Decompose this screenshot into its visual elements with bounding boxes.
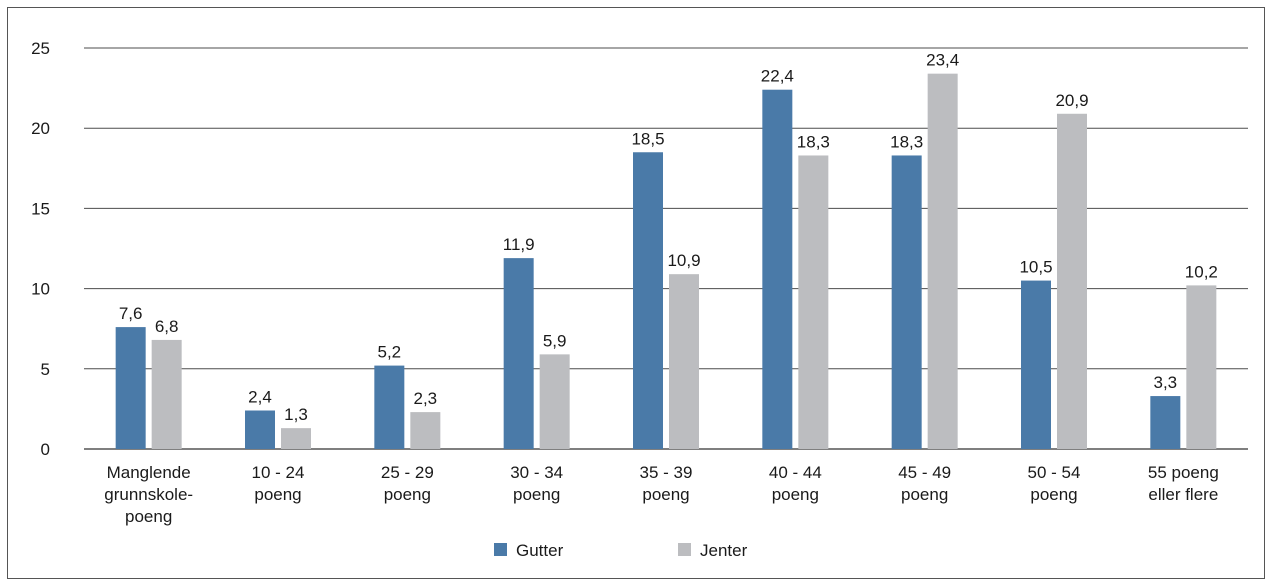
- data-label: 22,4: [761, 67, 794, 86]
- data-label: 18,5: [631, 129, 664, 148]
- gridlines: [84, 47, 1248, 450]
- bar-jenter: [410, 412, 441, 449]
- legend-swatch-gutter: [494, 543, 507, 556]
- bar-jenter: [539, 354, 570, 449]
- legend-swatch-jenter: [678, 543, 691, 556]
- y-tick-label: 25: [31, 39, 50, 58]
- data-label: 10,9: [667, 251, 700, 270]
- data-label: 18,3: [797, 132, 830, 151]
- data-label: 23,4: [926, 51, 959, 70]
- data-label: 6,8: [155, 317, 179, 336]
- data-label: 11,9: [503, 235, 535, 254]
- bar-gutter: [374, 365, 405, 449]
- bar-gutter: [503, 258, 534, 449]
- bar-gutter: [633, 152, 663, 449]
- bar-gutter: [245, 410, 275, 449]
- data-label: 20,9: [1055, 91, 1088, 110]
- y-tick-label: 10: [31, 280, 50, 299]
- bar-gutter: [1021, 280, 1051, 449]
- bar-jenter: [1186, 285, 1217, 449]
- y-tick-label: 0: [41, 440, 50, 459]
- bar-jenter: [281, 428, 311, 449]
- data-label: 2,3: [414, 389, 438, 408]
- bar-jenter: [151, 339, 182, 449]
- x-tick-label: 35 - 39 poeng: [640, 463, 693, 504]
- bar-jenter: [1057, 113, 1087, 449]
- data-label: 10,5: [1019, 258, 1052, 277]
- x-tick-label: 30 - 34 poeng: [510, 463, 563, 504]
- x-tick-label: Manglende grunnskole-poeng: [104, 463, 193, 526]
- x-tick-label: 55 poeng eller flere: [1148, 463, 1219, 504]
- bars: [115, 73, 1217, 449]
- bar-jenter: [927, 73, 958, 449]
- data-label: 2,4: [248, 388, 272, 407]
- data-label: 3,3: [1154, 373, 1178, 392]
- legend: Gutter Jenter: [494, 541, 748, 560]
- data-label: 1,3: [284, 405, 308, 424]
- bar-jenter: [669, 274, 699, 449]
- data-labels: 7,6 6,8 2,4 1,3 5,2 2,3 11,9 5,9 18,5 10,9 22,4 18,…: [119, 51, 1218, 424]
- x-tick-label: 50 - 54 poeng: [1028, 463, 1081, 504]
- x-tick-label: 40 - 44 poeng: [769, 463, 822, 504]
- bar-gutter: [762, 89, 793, 449]
- x-tick-label: 25 - 29 poeng: [381, 463, 434, 504]
- y-tick-label: 20: [31, 119, 50, 138]
- data-label: 10,2: [1185, 262, 1218, 281]
- x-axis: Manglende grunnskole-poeng 10 - 24 poeng 25 …: [104, 463, 1219, 526]
- x-tick-label: 10 - 24 poeng: [252, 463, 305, 504]
- data-label: 5,2: [378, 343, 402, 362]
- bar-jenter: [798, 155, 829, 449]
- bar-gutter: [891, 155, 922, 449]
- data-label: 18,3: [890, 132, 923, 151]
- y-tick-label: 15: [31, 199, 50, 218]
- x-tick-label: 45 - 49 poeng: [898, 463, 951, 504]
- data-label: 5,9: [543, 331, 567, 350]
- legend-label-gutter: Gutter: [516, 541, 564, 560]
- legend-label-jenter: Jenter: [700, 541, 748, 560]
- y-tick-label: 5: [41, 360, 50, 379]
- bar-gutter: [1150, 396, 1181, 449]
- bar-gutter: [115, 327, 146, 449]
- y-axis: 0 5 10 15 20 25: [31, 39, 50, 459]
- data-label: 7,6: [119, 304, 143, 323]
